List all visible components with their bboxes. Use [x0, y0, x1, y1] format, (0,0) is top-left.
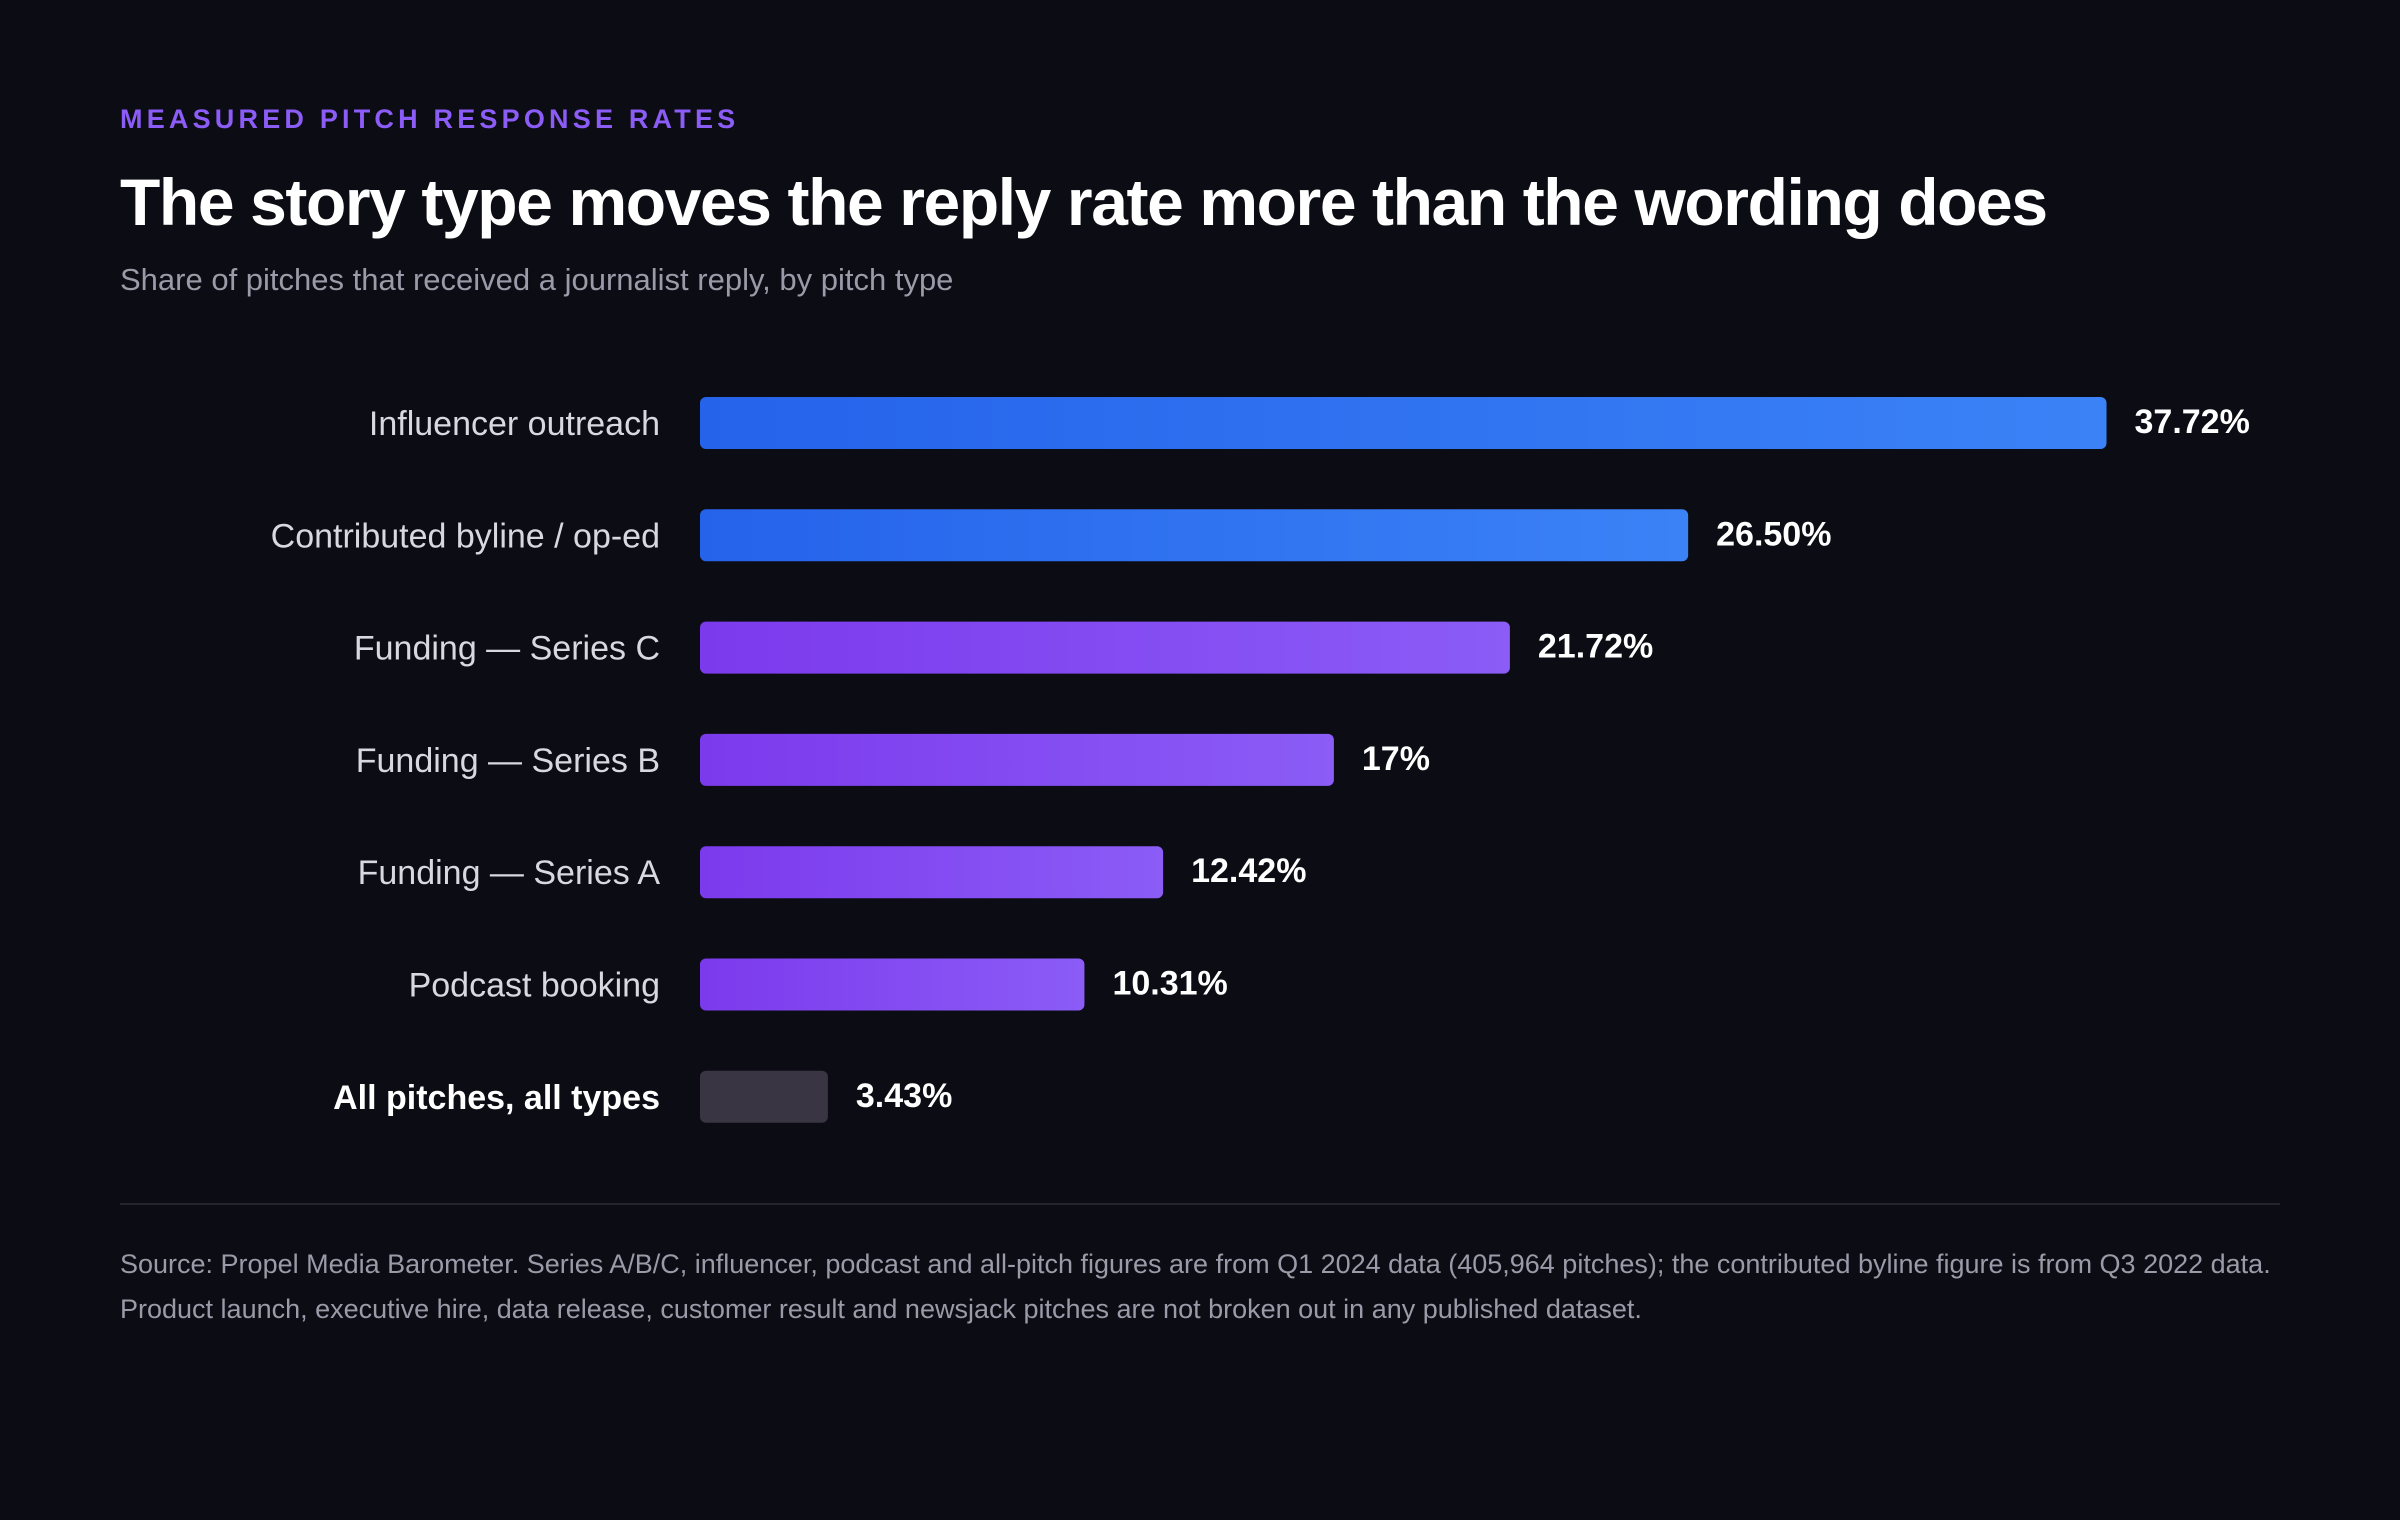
category-label: All pitches, all types	[333, 1079, 660, 1117]
bar	[700, 1070, 828, 1123]
value-label: 10.31%	[1112, 965, 1227, 1003]
category-label: Funding — Series B	[356, 742, 660, 780]
chart-title: The story type moves the reply rate more…	[120, 165, 2048, 239]
bar	[700, 397, 2107, 449]
bar	[700, 958, 1085, 1011]
value-label: 3.43%	[856, 1077, 952, 1115]
value-label: 21.72%	[1538, 628, 1653, 666]
bar	[700, 733, 1334, 786]
category-label: Podcast booking	[409, 967, 660, 1005]
category-label: Influencer outreach	[369, 405, 660, 443]
bar	[700, 509, 1689, 562]
bar	[700, 846, 1164, 899]
category-label: Funding — Series A	[358, 854, 661, 892]
eyebrow-label: MEASURED PITCH RESPONSE RATES	[120, 104, 740, 134]
value-label: 26.50%	[1716, 515, 1831, 553]
value-label: 17%	[1362, 740, 1430, 778]
divider	[120, 1203, 2280, 1205]
value-label: 37.72%	[2135, 403, 2250, 441]
source-note: Source: Propel Media Barometer. Series A…	[120, 1249, 2271, 1324]
bars-layer: Influencer outreach 37.72% Contributed byl…	[271, 397, 2250, 1123]
value-label: 12.42%	[1191, 852, 1306, 890]
bar	[700, 621, 1510, 674]
chart-subtitle: Share of pitches that received a journal…	[120, 262, 954, 297]
category-label: Contributed byline / op-ed	[271, 517, 660, 555]
category-label: Funding — Series C	[354, 630, 660, 668]
